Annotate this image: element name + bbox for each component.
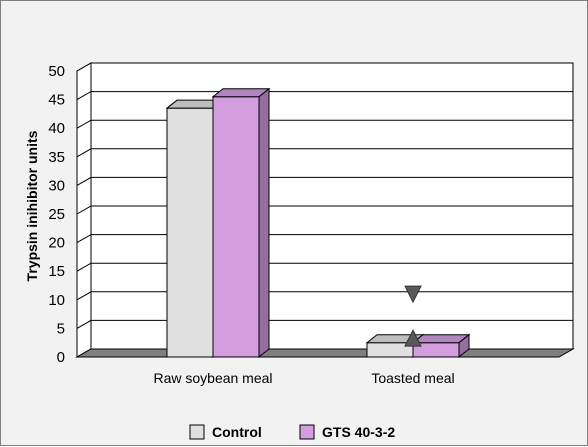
gridline (76, 176, 573, 186)
y-tick-label: 45 (48, 92, 65, 109)
down-triangle-marker (404, 285, 422, 304)
legend-item: Control (189, 424, 262, 440)
bar-front-face (166, 107, 214, 358)
y-tick-label: 5 (57, 320, 65, 337)
y-tick-label: 0 (57, 349, 65, 366)
bars (165, 87, 471, 359)
y-tick-label: 20 (48, 235, 65, 252)
y-tick-label: 10 (48, 292, 65, 309)
y-tick-label: 40 (48, 120, 65, 137)
bar-front-face (212, 96, 260, 358)
bar-side-face (258, 87, 270, 359)
legend: Control GTS 40-3-2 (189, 424, 395, 440)
y-axis-label: Trypsin inihibitor units (24, 130, 40, 281)
bar (411, 333, 471, 359)
gridline (76, 148, 573, 158)
legend-swatch (189, 424, 205, 440)
gridline (76, 62, 573, 72)
gridline (76, 205, 573, 215)
category-label: Raw soybean meal (153, 370, 272, 386)
y-tick-label: 25 (48, 206, 65, 223)
gridline (76, 119, 573, 129)
gridline (76, 319, 573, 329)
gridline (76, 234, 573, 244)
legend-swatch (299, 424, 315, 440)
bar (211, 87, 271, 359)
chart-floor (75, 348, 575, 358)
grid-layer (76, 62, 574, 358)
y-axis: 0 5 10 15 20 25 30 35 40 45 50 (48, 63, 65, 366)
bar-side-face (458, 333, 470, 359)
y-tick-label: 50 (48, 63, 65, 80)
y-tick-label: 15 (48, 263, 65, 280)
up-triangle-marker (404, 329, 422, 347)
floor-plane (75, 348, 575, 358)
gridline (76, 91, 573, 101)
annotations (404, 285, 422, 347)
y-tick-label: 35 (48, 149, 65, 166)
category-label: Toasted meal (371, 370, 454, 386)
legend-label: GTS 40-3-2 (322, 424, 395, 440)
legend-label: Control (212, 424, 262, 440)
category-labels: Raw soybean meal Toasted meal (153, 370, 454, 386)
y-tick-label: 30 (48, 177, 65, 194)
legend-item: GTS 40-3-2 (299, 424, 395, 440)
gridline (76, 262, 573, 272)
